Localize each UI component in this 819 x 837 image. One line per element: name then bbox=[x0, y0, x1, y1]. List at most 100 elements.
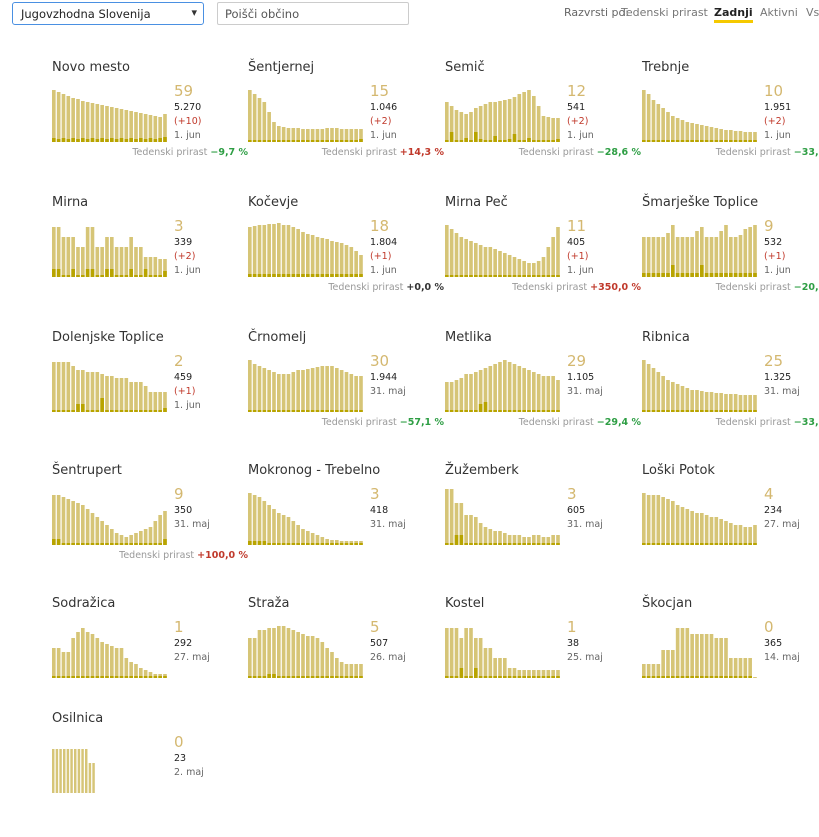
chart-bar bbox=[354, 376, 358, 412]
municipality-card[interactable]: Sodražica 1 292 27. maj bbox=[52, 596, 248, 722]
municipality-card[interactable]: Žužemberk 3 605 31. maj bbox=[445, 463, 641, 589]
weekly-trend: Tedenski prirast +350,0 % bbox=[512, 282, 641, 293]
chart-bar-active bbox=[493, 676, 497, 678]
municipality-card[interactable]: Trebnje 10 1.951 (+2) 1. jun Tedenski prirast… bbox=[642, 60, 819, 186]
municipality-card[interactable]: Kostel 1 38 25. maj bbox=[445, 596, 641, 722]
chart-bar bbox=[129, 111, 133, 142]
chart-bar-active bbox=[114, 410, 119, 412]
chart-bar bbox=[291, 227, 296, 277]
cases-bar-chart bbox=[248, 223, 363, 277]
weekly-trend: Tedenski prirast +14,3 % bbox=[322, 147, 444, 158]
chart-bar bbox=[114, 108, 119, 142]
chart-bar-active bbox=[493, 136, 497, 142]
municipality-card[interactable]: Semič 12 541 (+2) 1. jun Tedenski prirast −28,… bbox=[445, 60, 641, 186]
chart-bar-active bbox=[454, 535, 459, 545]
chart-bar-active bbox=[52, 410, 56, 412]
chart-bar-active bbox=[738, 273, 743, 277]
municipality-card[interactable]: Šmarješke Toplice 9 532 (+1) 1. jun Tedenski … bbox=[642, 195, 819, 321]
chart-bar-active bbox=[474, 543, 478, 545]
chart-bar bbox=[320, 642, 325, 678]
chart-bar bbox=[95, 247, 100, 277]
chart-bar bbox=[267, 628, 271, 678]
chart-bar bbox=[359, 255, 363, 277]
chart-bar-active bbox=[709, 410, 714, 412]
municipality-card[interactable]: Novo mesto 59 5.270 (+10) 1. jun Tedenski pri… bbox=[52, 60, 248, 186]
municipality-name: Straža bbox=[248, 596, 290, 611]
chart-bar-active bbox=[651, 543, 656, 545]
total-count: 459 bbox=[174, 372, 193, 383]
chart-bar bbox=[714, 237, 719, 277]
municipality-card[interactable]: Loški Potok 4 234 27. maj bbox=[642, 463, 819, 589]
chart-bar bbox=[671, 116, 675, 142]
sort-option-active[interactable]: Aktivni bbox=[760, 6, 798, 19]
chart-bar-active bbox=[90, 269, 95, 277]
municipality-card[interactable]: Ribnica 25 1.325 31. maj Tedenski prirast −33… bbox=[642, 330, 819, 456]
chart-bar-active bbox=[527, 138, 531, 142]
municipality-card[interactable]: Šentjernej 15 1.046 (+2) 1. jun Tedenski prir… bbox=[248, 60, 444, 186]
latest-value: 0 bbox=[174, 733, 184, 751]
chart-bar-active bbox=[522, 676, 526, 678]
chart-bar bbox=[493, 249, 497, 277]
chart-bar-active bbox=[315, 543, 320, 545]
municipality-card[interactable]: Dolenjske Toplice 2 459 (+1) 1. jun bbox=[52, 330, 248, 456]
chart-bar-active bbox=[724, 410, 728, 412]
weekly-trend-label: Tedenski prirast bbox=[715, 282, 791, 293]
municipality-card[interactable]: Črnomelj 30 1.944 31. maj Tedenski prirast −5… bbox=[248, 330, 444, 456]
chart-bar bbox=[729, 237, 733, 277]
chart-bar-active bbox=[700, 676, 704, 678]
municipality-card[interactable]: Metlika 29 1.105 31. maj Tedenski prirast −29… bbox=[445, 330, 641, 456]
chart-bar-active bbox=[498, 410, 502, 412]
chart-bar bbox=[90, 513, 95, 545]
municipality-card[interactable]: Straža 5 507 26. maj bbox=[248, 596, 444, 722]
chart-bar bbox=[124, 537, 129, 545]
chart-bar bbox=[124, 110, 129, 142]
chart-bar-active bbox=[690, 410, 694, 412]
municipality-card[interactable]: Šentrupert 9 350 31. maj Tedenski prirast +10… bbox=[52, 463, 248, 589]
chart-bar-active bbox=[148, 676, 153, 678]
municipality-card[interactable]: Mokronog - Trebelno 3 418 31. maj bbox=[248, 463, 444, 589]
chart-bar bbox=[541, 376, 546, 412]
chart-bar bbox=[335, 658, 339, 678]
chart-bar-active bbox=[301, 140, 305, 142]
chart-bar bbox=[646, 364, 651, 412]
municipality-card[interactable]: Kočevje 18 1.804 (+1) 1. jun Tedenski prirast… bbox=[248, 195, 444, 321]
municipality-name: Metlika bbox=[445, 330, 492, 345]
chart-bar bbox=[469, 515, 473, 545]
chart-bar bbox=[738, 525, 743, 545]
municipality-card[interactable]: Mirna 3 339 (+2) 1. jun bbox=[52, 195, 248, 321]
chart-bar-active bbox=[551, 543, 555, 545]
chart-bar-active bbox=[733, 140, 738, 142]
chart-bar bbox=[541, 670, 546, 678]
chart-bar bbox=[153, 392, 158, 412]
sort-option-vs[interactable]: Vs bbox=[806, 6, 819, 19]
chart-bar-active bbox=[700, 265, 704, 277]
chart-bar-active bbox=[56, 676, 61, 678]
municipality-card[interactable]: Mirna Peč 11 405 (+1) 1. jun Tedenski prirast… bbox=[445, 195, 641, 321]
chart-bar-active bbox=[743, 543, 748, 545]
chart-bar bbox=[306, 234, 310, 277]
chart-bar-active bbox=[71, 410, 75, 412]
chart-bar bbox=[527, 537, 531, 545]
municipality-card[interactable]: Škocjan 0 365 14. maj bbox=[642, 596, 819, 722]
sort-option-latest[interactable]: Zadnji bbox=[714, 6, 753, 23]
sort-option-weekly[interactable]: Tedenski prirast bbox=[621, 6, 708, 19]
chart-bar bbox=[546, 537, 551, 545]
chart-bar-active bbox=[286, 676, 291, 678]
chart-bar bbox=[493, 531, 497, 545]
chart-bar-active bbox=[714, 273, 719, 277]
chart-bar bbox=[714, 393, 719, 412]
search-input[interactable] bbox=[217, 2, 409, 25]
region-select[interactable]: Jugovzhodna Slovenija ▾ bbox=[12, 2, 204, 25]
chart-bar bbox=[114, 533, 119, 545]
chart-bar-active bbox=[546, 676, 551, 678]
chart-bar-active bbox=[163, 271, 167, 277]
chart-bar bbox=[527, 370, 531, 412]
chart-bar-active bbox=[714, 676, 719, 678]
chart-bar-active bbox=[354, 274, 358, 277]
chart-bar-active bbox=[656, 676, 661, 678]
chart-bar bbox=[536, 374, 541, 412]
municipality-card[interactable]: Osilnica 0 23 2. maj bbox=[52, 711, 248, 837]
weekly-trend: Tedenski prirast +100,0 % bbox=[119, 550, 248, 561]
chart-bar-active bbox=[310, 543, 315, 545]
chart-bar-active bbox=[646, 676, 651, 678]
